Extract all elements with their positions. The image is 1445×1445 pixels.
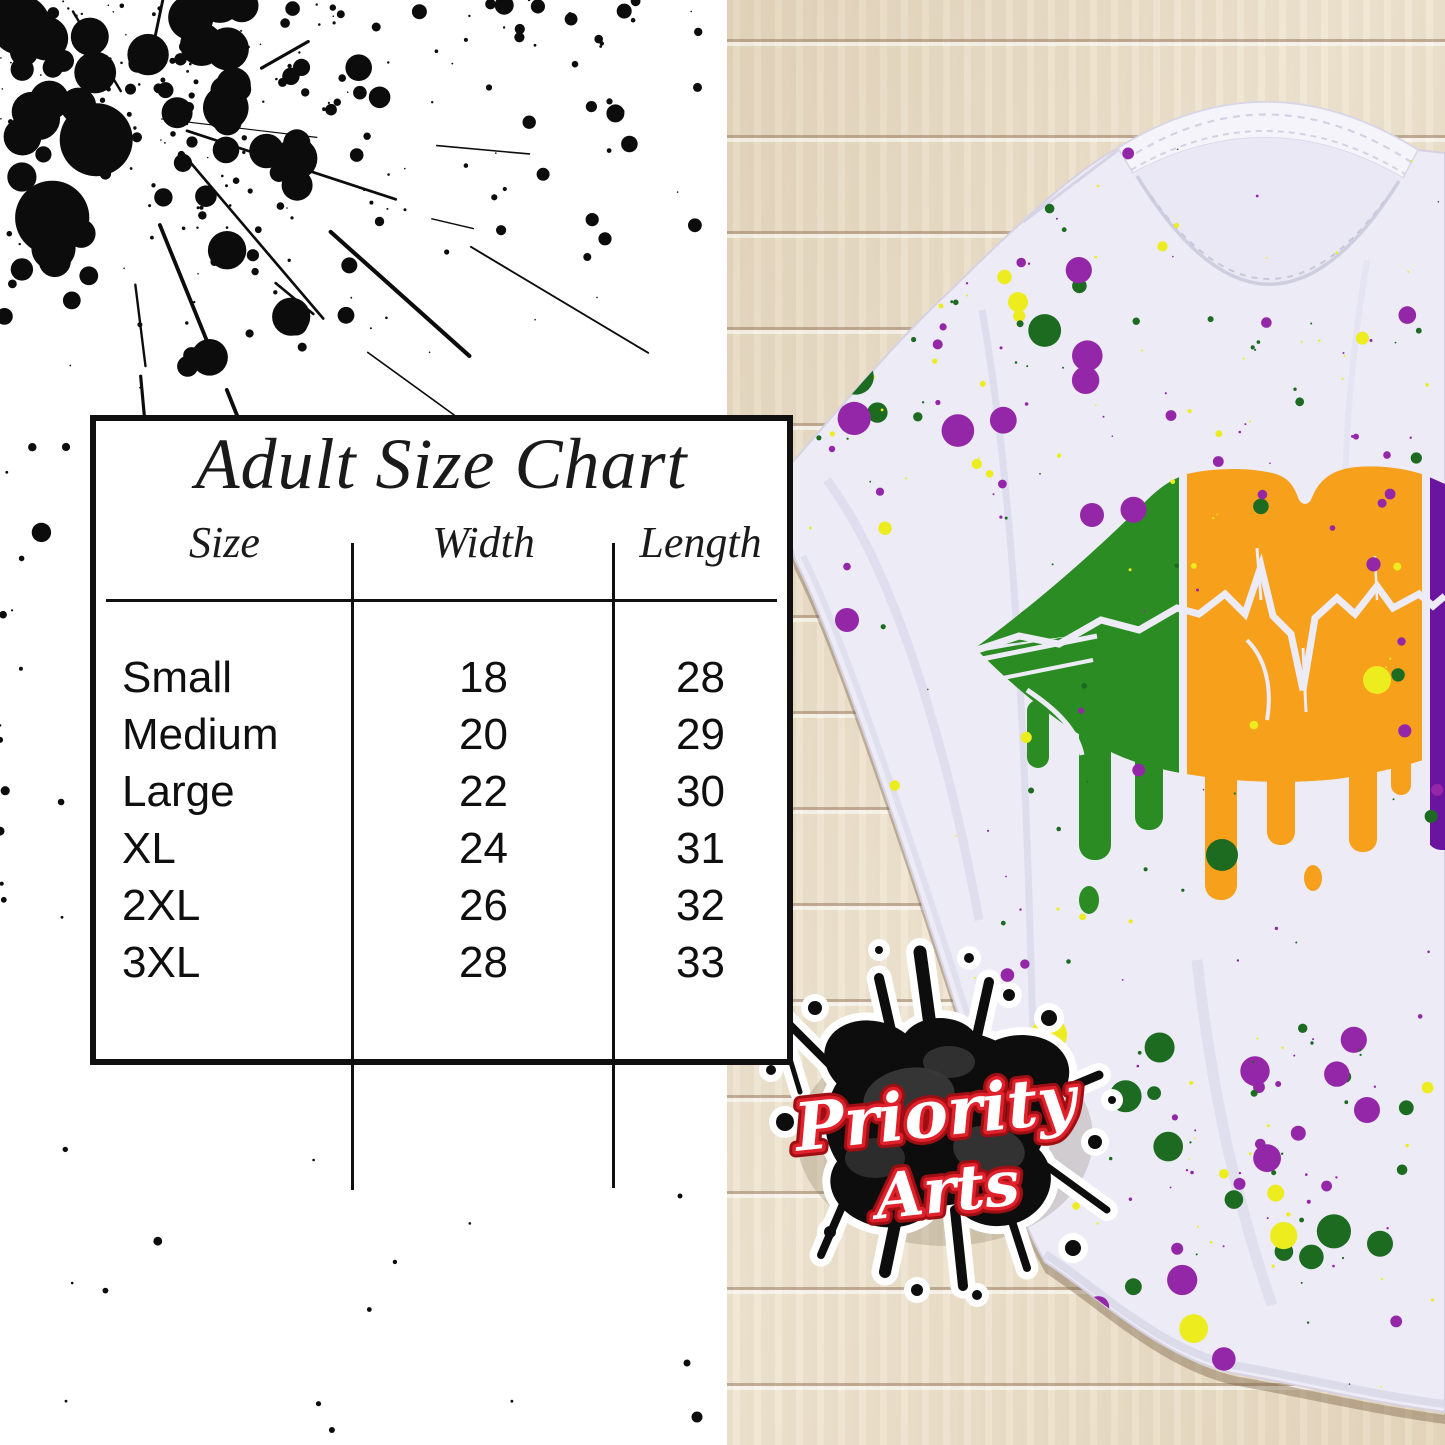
size-chart-rows: Small 18 28 Medium 20 29 Large 22 30 XL 24 31 2XL 26 3… <box>96 649 787 991</box>
dripping-lips-design <box>969 466 1445 914</box>
size-chart-title: Adult Size Chart <box>195 424 688 504</box>
collar <box>1022 101 1419 286</box>
width-cell: 20 <box>459 709 508 759</box>
size-cell: Small <box>122 652 233 702</box>
tshirt-photo: Priority Priority Arts Arts <box>727 0 1445 1445</box>
size-cell: 3XL <box>122 937 201 987</box>
logo-text-arts: Arts <box>867 1146 1023 1234</box>
column-divider-1 <box>351 543 354 1190</box>
black-paint-splatter <box>0 0 703 1433</box>
column-divider-2 <box>612 543 615 1188</box>
length-cell: 30 <box>676 766 725 816</box>
size-row: Medium 20 29 <box>96 706 787 763</box>
width-cell: 18 <box>459 652 508 702</box>
size-chart-header: Size Width Length <box>96 517 787 568</box>
size-row: Small 18 28 <box>96 649 787 706</box>
header-underline <box>106 599 777 602</box>
size-row: 3XL 28 33 <box>96 934 787 991</box>
tshirt-scene: Priority Priority Arts Arts <box>759 101 1445 1424</box>
lips-mouth-line <box>969 547 1445 756</box>
column-header-length: Length <box>639 518 762 567</box>
width-cell: 26 <box>459 880 508 930</box>
size-cell: Large <box>122 766 235 816</box>
size-row: XL 24 31 <box>96 820 787 877</box>
size-cell: 2XL <box>122 880 201 930</box>
size-row: Large 22 30 <box>96 763 787 820</box>
length-cell: 33 <box>676 937 725 987</box>
length-cell: 28 <box>676 652 725 702</box>
size-chart-table: Adult Size Chart Size Width Length Small… <box>90 415 793 1065</box>
size-cell: Medium <box>122 709 279 759</box>
width-cell: 24 <box>459 823 508 873</box>
size-row: 2XL 26 32 <box>96 877 787 934</box>
size-cell: XL <box>122 823 176 873</box>
width-cell: 22 <box>459 766 508 816</box>
column-header-size: Size <box>189 518 260 567</box>
width-cell: 28 <box>459 937 508 987</box>
priority-arts-logo: Priority Priority Arts Arts <box>759 938 1123 1307</box>
length-cell: 32 <box>676 880 725 930</box>
length-cell: 31 <box>676 823 725 873</box>
length-cell: 29 <box>676 709 725 759</box>
column-header-width: Width <box>432 518 535 567</box>
